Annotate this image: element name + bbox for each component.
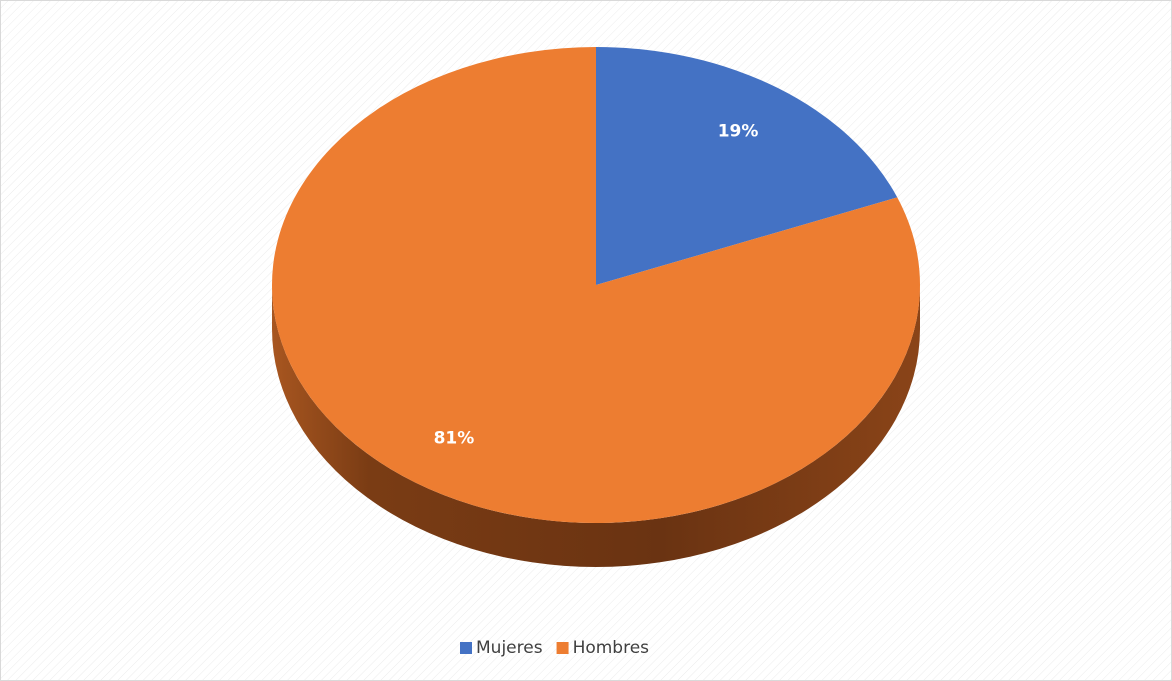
slice-side (272, 285, 920, 567)
legend-swatch (460, 642, 472, 654)
data-label: 19% (718, 121, 759, 141)
legend-label: Mujeres (476, 638, 543, 658)
data-label: 81% (434, 429, 475, 449)
slice (271, 47, 920, 523)
legend-swatch (556, 642, 569, 654)
legend-label: Hombres (573, 638, 650, 658)
slice (596, 47, 898, 285)
